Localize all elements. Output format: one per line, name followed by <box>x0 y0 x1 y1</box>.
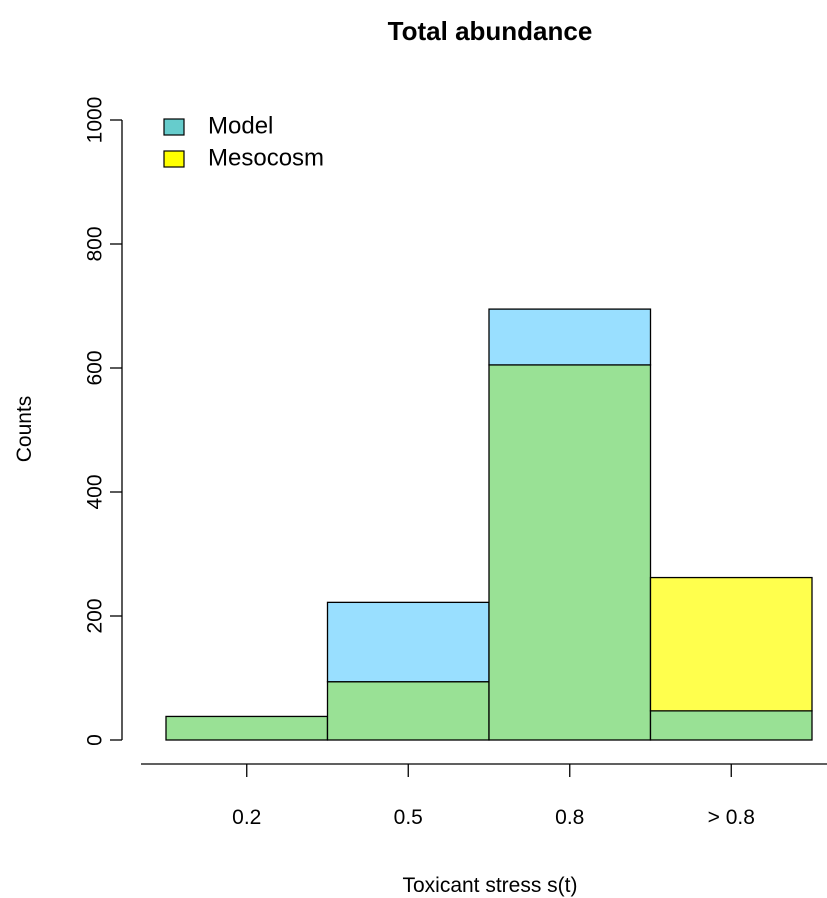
model-legend-label: Model <box>208 112 273 139</box>
mesocosm-legend-label: Mesocosm <box>208 144 324 171</box>
y-tick-label: 0 <box>84 734 107 746</box>
y-tick-label: 1000 <box>84 97 107 144</box>
model-extra-bar-1 <box>326 601 490 683</box>
mesocosm-extra-bar-3 <box>649 576 813 712</box>
chart-title: Total abundance <box>388 16 593 46</box>
x-axis-label: Toxicant stress s(t) <box>402 874 577 897</box>
x-axis: 0.2 0.5 0.8 > 0.8 <box>141 763 827 829</box>
x-tick-label: 0.5 <box>394 806 423 829</box>
mesocosm-legend-swatch <box>163 150 185 168</box>
y-axis-label: Counts <box>13 396 36 463</box>
x-tick-label: 0.8 <box>555 806 584 829</box>
x-tick-label: 0.2 <box>232 806 261 829</box>
y-tick-label: 600 <box>84 350 107 385</box>
model-extra-bar-2 <box>488 308 652 366</box>
overlap-bar-2 <box>488 364 652 741</box>
overlap-bar-3 <box>649 710 813 741</box>
overlap-bar-0 <box>165 715 329 741</box>
y-axis: 0 200 400 600 800 1000 <box>84 97 123 746</box>
legend: Model Mesocosm <box>163 112 324 171</box>
x-tick-label: > 0.8 <box>708 806 755 829</box>
bars-layer <box>165 308 813 741</box>
model-legend-swatch <box>163 118 185 136</box>
y-tick-label: 800 <box>84 226 107 261</box>
y-tick-label: 400 <box>84 474 107 509</box>
overlap-bar-1 <box>326 681 490 741</box>
y-tick-label: 200 <box>84 598 107 633</box>
